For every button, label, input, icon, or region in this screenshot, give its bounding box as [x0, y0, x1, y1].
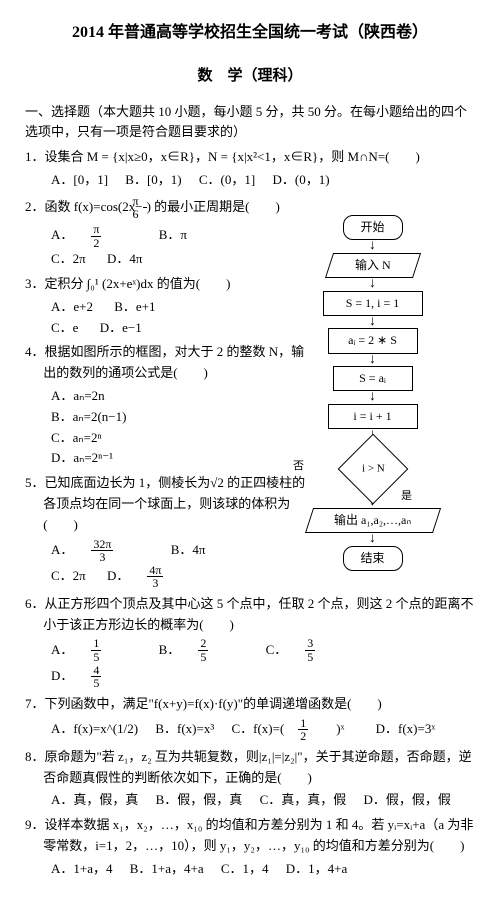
q2-opt-a: A．π2: [51, 223, 137, 249]
q4-opt-b: B．aₙ=2(n−1): [51, 407, 126, 428]
q7-options: A．f(x)=x^(1/2) B．f(x)=x³ C．f(x)=(12)ˣ D．…: [25, 717, 475, 743]
q9-stem: 9．设样本数据 x₁，x₂，…，x₁₀ 的均值和方差分别为 1 和 4。若 yᵢ…: [25, 815, 475, 857]
q8-opt-d: D．假，假，假: [363, 790, 450, 811]
q5-stem: 5．已知底面边长为 1，侧棱长为√2 的正四棱柱的各顶点均在同一个球面上，则该球…: [25, 473, 315, 535]
q6-options: A．15 B．25 C．35 D．45: [25, 637, 475, 689]
q9-options: A．1+a，4 B．1+a，4+a C．1，4 D．1，4+a: [25, 859, 475, 880]
q1-opt-a: A．[0，1]: [51, 170, 108, 191]
q4-stem: 4．根据如图所示的框图，对大于 2 的整数 N，输出的数列的通项公式是( ): [25, 342, 315, 384]
q8-opt-c: C．真，真，假: [260, 790, 347, 811]
q2-post: ) 的最小正周期是( ): [147, 199, 280, 214]
fc-start: 开始: [343, 215, 403, 240]
q5-opt-d: D．4π3: [107, 564, 199, 590]
q4-opt-d: D．aₙ=2ⁿ⁻¹: [51, 448, 113, 469]
q6-opt-c: C．35: [266, 637, 352, 663]
q6-opt-b: B．25: [159, 637, 245, 663]
q4-opt-c: C．aₙ=2ⁿ: [51, 428, 102, 449]
q2-options: A．π2 B．π C．2π D．4π: [25, 223, 315, 270]
q5-opt-b: B．4π: [171, 540, 206, 561]
q2-stem: 2．函数 f(x)=cos(2x−π6) 的最小正周期是( ): [25, 195, 315, 221]
arrow-icon: ↓: [295, 391, 450, 404]
fc-init: S = 1, i = 1: [323, 291, 423, 316]
q8-opt-a: A．真，假，真: [51, 790, 138, 811]
arrow-icon: ↓: [295, 240, 450, 253]
fc-no-label: 否: [293, 458, 304, 476]
q7-opt-c: C．f(x)=(12)ˣ: [231, 717, 358, 743]
fc-inc: i = i + 1: [328, 404, 418, 429]
arrow-icon: ↓: [295, 316, 450, 329]
q9-opt-c: C．1，4: [221, 859, 269, 880]
q5-opt-c: C．2π: [51, 566, 86, 587]
q5-options: A．32π3 B．4π C．2π D．4π3: [25, 538, 315, 590]
q8-stem: 8．原命题为"若 z₁，z₂ 互为共轭复数，则|z₁|=|z₂|"，关于其逆命题…: [25, 747, 475, 789]
q3-opt-c: C．e: [51, 318, 78, 339]
exam-title: 2014 年普通高等学校招生全国统一考试（陕西卷）: [25, 20, 475, 46]
q5-opt-a: A．32π3: [51, 538, 149, 564]
exam-subtitle: 数 学（理科）: [25, 64, 475, 88]
q2-opt-c: C．2π: [51, 249, 86, 270]
fc-input: 输入 N: [324, 253, 420, 278]
q7-opt-a: A．f(x)=x^(1/2): [51, 719, 138, 740]
q3-options: A．e+2 B．e+1 C．e D．e−1: [25, 297, 315, 339]
q7-opt-d: D．f(x)=3ˣ: [376, 719, 435, 740]
q2-opt-b: B．π: [159, 225, 187, 246]
q3-opt-a: A．e+2: [51, 297, 93, 318]
fc-end: 结束: [343, 546, 403, 571]
fc-assign: S = aᵢ: [333, 366, 413, 391]
q2-pre: 2．函数 f(x)=cos(2x−: [25, 199, 143, 214]
q2-opt-d: D．4π: [107, 249, 142, 270]
q1-options: A．[0，1] B．[0，1) C．(0，1] D．(0，1): [25, 170, 475, 191]
arrow-icon: ↓: [295, 533, 450, 546]
arrow-icon: ↓: [295, 354, 450, 367]
q1-opt-b: B．[0，1): [125, 170, 181, 191]
q3-opt-d: D．e−1: [100, 318, 142, 339]
fc-yes-label: 是: [401, 488, 412, 506]
fc-output: 输出 a₁,a₂,…,aₙ: [304, 508, 440, 533]
q6-stem: 6．从正方形四个顶点及其中心这 5 个点中，任取 2 个点，则这 2 个点的距离…: [25, 594, 475, 636]
q9-opt-b: B．1+a，4+a: [130, 859, 204, 880]
q4-options: A．aₙ=2n B．aₙ=2(n−1) C．aₙ=2ⁿ D．aₙ=2ⁿ⁻¹: [25, 386, 315, 469]
q7-stem: 7．下列函数中，满足"f(x+y)=f(x)·f(y)"的单调递增函数是( ): [25, 694, 475, 715]
q7-opt-b: B．f(x)=x³: [155, 719, 214, 740]
q4-opt-a: A．aₙ=2n: [51, 386, 105, 407]
q3-stem: 3．定积分 ∫₀¹ (2x+eˣ)dx 的值为( ): [25, 274, 315, 295]
q6-opt-d: D．45: [51, 664, 137, 690]
arrow-icon: ↓: [295, 278, 450, 291]
q1-opt-d: D．(0，1): [272, 170, 329, 191]
q8-options: A．真，假，真 B．假，假，真 C．真，真，假 D．假，假，假: [25, 790, 475, 811]
q3-opt-b: B．e+1: [114, 297, 155, 318]
fc-cond: i > N: [337, 433, 408, 504]
q8-opt-b: B．假，假，真: [156, 790, 243, 811]
fc-calc: aᵢ = 2 ∗ S: [328, 328, 418, 353]
flowchart: 开始 ↓ 输入 N ↓ S = 1, i = 1 ↓ aᵢ = 2 ∗ S ↓ …: [295, 215, 450, 571]
q1-stem: 1．设集合 M = {x|x≥0，x∈R}，N = {x|x²<1，x∈R}，则…: [25, 147, 475, 168]
q1-opt-c: C．(0，1]: [199, 170, 255, 191]
section-1-head: 一、选择题（本大题共 10 小题，每小题 5 分，共 50 分。在每小题给出的四…: [25, 102, 475, 144]
q6-opt-a: A．15: [51, 637, 137, 663]
q9-opt-d: D．1，4+a: [286, 859, 348, 880]
q9-opt-a: A．1+a，4: [51, 859, 113, 880]
